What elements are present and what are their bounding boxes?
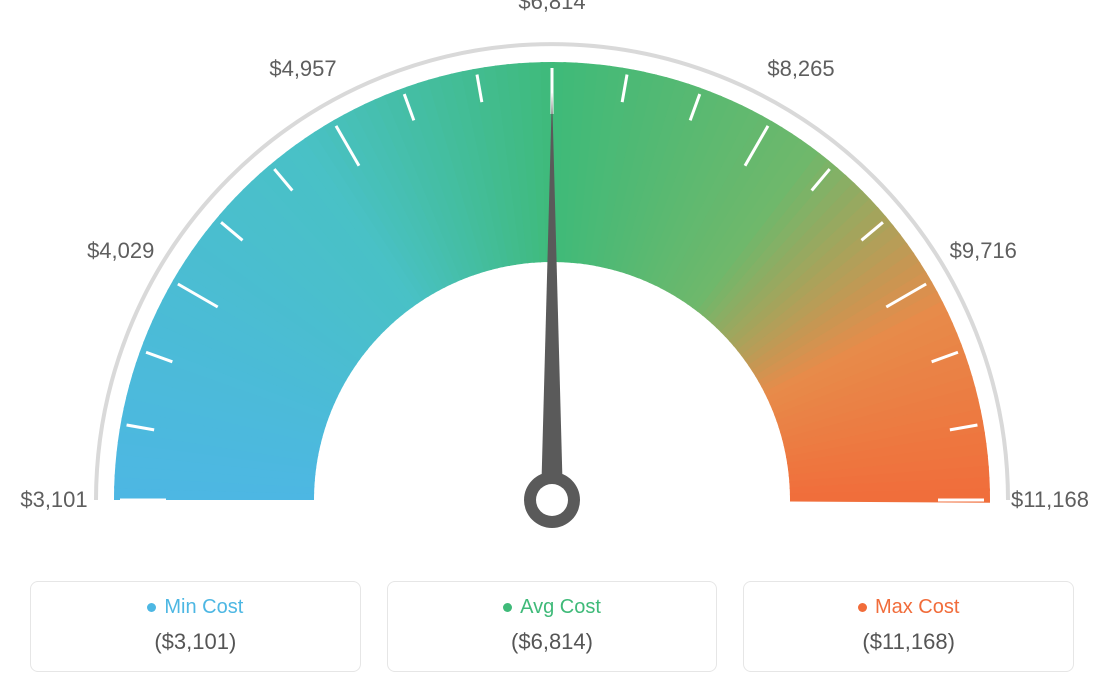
gauge-tick-label: $11,168 [1011, 487, 1089, 513]
min-cost-title-row: Min Cost [41, 596, 350, 619]
gauge-tick-label: $8,265 [767, 56, 834, 82]
max-cost-card: Max Cost ($11,168) [743, 581, 1074, 672]
avg-cost-card: Avg Cost ($6,814) [387, 581, 718, 672]
gauge-svg [0, 0, 1104, 560]
avg-cost-title-row: Avg Cost [398, 596, 707, 619]
min-dot-icon [147, 603, 156, 612]
stage: $3,101 $4,029 $4,957 $6,814 $8,265 $9,716 $11,… [0, 0, 1104, 690]
max-cost-value: ($11,168) [754, 629, 1063, 655]
avg-dot-icon [503, 603, 512, 612]
max-dot-icon [858, 603, 867, 612]
min-cost-card: Min Cost ($3,101) [30, 581, 361, 672]
gauge-tick-label: $3,101 [20, 487, 87, 513]
gauge-tick-label: $9,716 [950, 238, 1017, 264]
max-cost-title-row: Max Cost [754, 596, 1063, 619]
gauge-tick-label: $4,029 [87, 238, 154, 264]
gauge-tick-label: $4,957 [269, 56, 336, 82]
gauge-chart: $3,101 $4,029 $4,957 $6,814 $8,265 $9,716 $11,… [0, 0, 1104, 560]
summary-cards: Min Cost ($3,101) Avg Cost ($6,814) Max … [30, 581, 1074, 672]
avg-cost-value: ($6,814) [398, 629, 707, 655]
max-cost-title: Max Cost [875, 596, 959, 619]
min-cost-value: ($3,101) [41, 629, 350, 655]
min-cost-title: Min Cost [164, 596, 243, 619]
gauge-tick-label: $6,814 [518, 0, 585, 15]
avg-cost-title: Avg Cost [520, 596, 601, 619]
